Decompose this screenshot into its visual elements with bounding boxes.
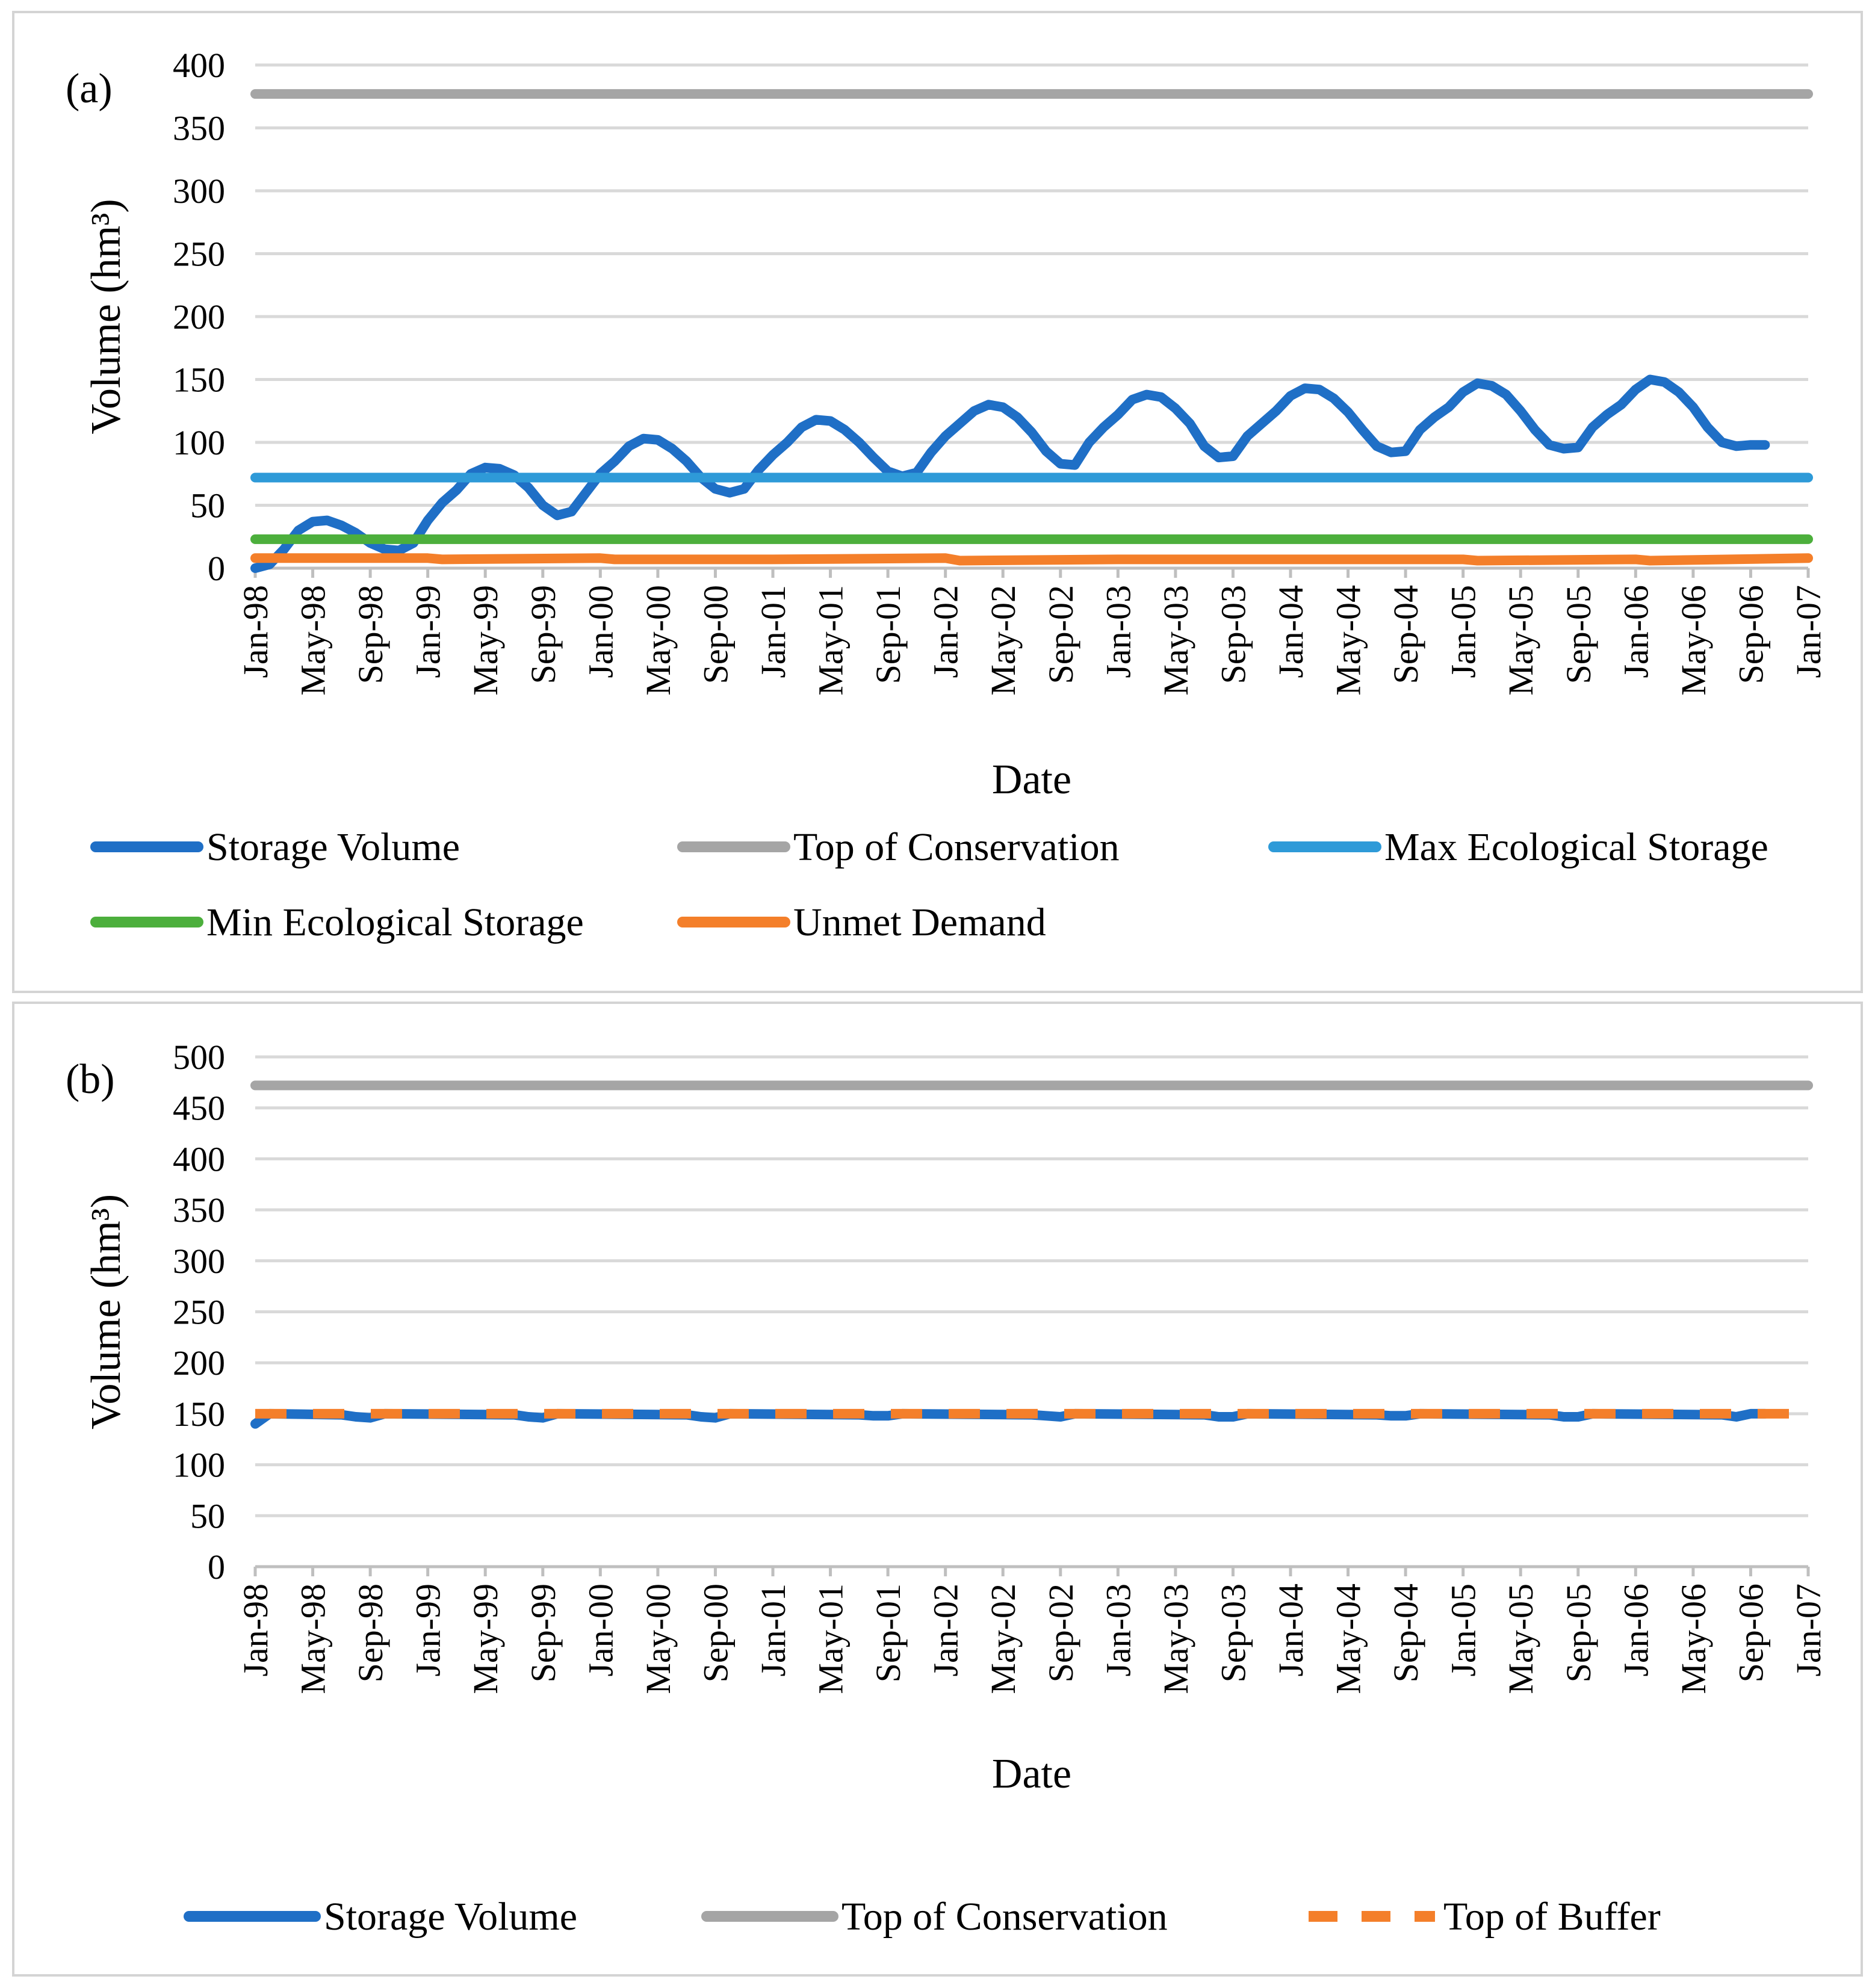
x-tick-label: Sep-02 xyxy=(1041,1584,1080,1682)
y-tick-label: 300 xyxy=(173,1242,225,1281)
y-tick-label: 250 xyxy=(173,235,225,274)
x-tick-label: May-00 xyxy=(639,1584,678,1694)
x-tick-label: Jan-06 xyxy=(1616,1584,1655,1677)
y-tick-label: 200 xyxy=(173,297,225,336)
legend-label-min-ecological-storage: Min Ecological Storage xyxy=(206,900,584,944)
y-tick-label: 100 xyxy=(173,423,225,462)
x-tick-label: Sep-01 xyxy=(869,585,908,684)
x-tick-label: May-01 xyxy=(811,585,851,696)
x-tick-label: Sep-99 xyxy=(524,585,563,684)
legend-label-storage-volume: Storage Volume xyxy=(206,825,460,869)
y-tick-label: 450 xyxy=(173,1089,225,1128)
x-tick-label: Sep-03 xyxy=(1213,1584,1253,1682)
x-tick-label: May-00 xyxy=(639,585,678,696)
x-tick-label: May-03 xyxy=(1156,585,1195,696)
x-tick-label: Sep-05 xyxy=(1559,1584,1598,1682)
series-line-unmet-demand xyxy=(250,553,1813,566)
y-tick-label: 350 xyxy=(173,1191,225,1230)
x-tick-label: Jan-02 xyxy=(926,1584,965,1677)
x-tick-label: Jan-04 xyxy=(1271,1584,1310,1677)
x-tick-label: Jan-01 xyxy=(754,585,793,678)
x-tick-label: Jan-06 xyxy=(1616,585,1655,678)
x-tick-label: Jan-99 xyxy=(409,585,448,678)
y-axis-title: Volume (hm³) xyxy=(83,1194,129,1429)
x-tick-label: Sep-03 xyxy=(1213,585,1253,684)
x-tick-label: Sep-04 xyxy=(1386,1584,1425,1682)
x-tick-label: Jan-99 xyxy=(409,1584,448,1677)
legend-label-storage-volume: Storage Volume xyxy=(324,1895,577,1939)
x-tick-label: Sep-00 xyxy=(696,1584,735,1682)
y-tick-label: 50 xyxy=(190,486,225,525)
y-tick-label: 500 xyxy=(173,1038,225,1077)
x-tick-label: Jan-07 xyxy=(1789,585,1828,678)
x-axis-title: Date xyxy=(992,1751,1071,1797)
x-tick-label: May-03 xyxy=(1156,1584,1195,1694)
x-tick-label: Jan-05 xyxy=(1444,1584,1483,1677)
x-tick-label: May-04 xyxy=(1329,1584,1368,1694)
y-tick-label: 150 xyxy=(173,361,225,400)
y-tick-label: 300 xyxy=(173,172,225,211)
x-tick-label: May-01 xyxy=(811,1584,851,1694)
x-tick-label: May-98 xyxy=(294,1584,333,1694)
y-tick-label: 200 xyxy=(173,1343,225,1383)
x-tick-label: Jan-00 xyxy=(581,1584,620,1677)
x-tick-label: May-04 xyxy=(1329,585,1368,696)
x-tick-label: Sep-06 xyxy=(1731,1584,1770,1682)
legend-label-top-of-buffer: Top of Buffer xyxy=(1443,1895,1661,1939)
x-tick-label: Jan-04 xyxy=(1271,585,1310,678)
legend-label-unmet-demand: Unmet Demand xyxy=(793,900,1046,944)
y-tick-label: 400 xyxy=(173,46,225,85)
x-tick-label: May-06 xyxy=(1674,1584,1713,1694)
x-tick-label: Jan-02 xyxy=(926,585,965,678)
chart-panel-b: 0 50 100 150 200 250 300 350 400 450 500 Jan-98 May-… xyxy=(12,1002,1863,1977)
y-tick-label: 0 xyxy=(208,1547,225,1587)
x-tick-label: Jan-03 xyxy=(1099,1584,1138,1677)
x-axis-title: Date xyxy=(992,757,1071,803)
y-tick-label: 350 xyxy=(173,109,225,148)
x-tick-label: May-05 xyxy=(1501,1584,1540,1694)
x-tick-label: Sep-02 xyxy=(1041,585,1080,684)
x-tick-label: May-02 xyxy=(984,1584,1023,1694)
y-tick-label: 250 xyxy=(173,1293,225,1332)
x-tick-label: Sep-04 xyxy=(1386,585,1425,684)
x-tick-label: May-98 xyxy=(294,585,333,696)
panel-label: (b) xyxy=(66,1056,115,1103)
y-tick-label: 100 xyxy=(173,1446,225,1485)
x-tick-label: Sep-98 xyxy=(351,1584,390,1682)
x-tick-label: Jan-05 xyxy=(1444,585,1483,678)
x-tick-label: Jan-98 xyxy=(236,585,275,678)
x-tick-label: Sep-05 xyxy=(1559,585,1598,684)
x-tick-label: Sep-99 xyxy=(524,1584,563,1682)
x-tick-label: Sep-00 xyxy=(696,585,735,684)
x-tick-label: Jan-01 xyxy=(754,1584,793,1677)
x-tick-label: May-99 xyxy=(466,1584,505,1694)
panel-label: (a) xyxy=(66,66,113,112)
x-tick-label: May-02 xyxy=(984,585,1023,696)
x-tick-label: Jan-98 xyxy=(236,1584,275,1677)
chart-panel-a: 0 50 100 150 200 250 300 350 400 Jan-98 May-98 Sep-… xyxy=(12,11,1863,993)
y-tick-label: 0 xyxy=(208,549,225,588)
series-line-storage-volume xyxy=(250,374,1770,573)
legend-label-top-of-conservation: Top of Conservation xyxy=(793,825,1120,869)
x-tick-label: May-05 xyxy=(1501,585,1540,696)
x-tick-label: May-99 xyxy=(466,585,505,696)
x-tick-label: Sep-01 xyxy=(869,1584,908,1682)
y-tick-label: 50 xyxy=(190,1496,225,1535)
x-tick-label: Sep-06 xyxy=(1731,585,1770,684)
x-tick-label: Jan-00 xyxy=(581,585,620,678)
chart-a-svg: 0 50 100 150 200 250 300 350 400 Jan-98 May-98 Sep-… xyxy=(66,46,1828,944)
y-tick-label: 400 xyxy=(173,1139,225,1178)
x-tick-label: Sep-98 xyxy=(351,585,390,684)
legend-label-top-of-conservation: Top of Conservation xyxy=(841,1895,1168,1939)
chart-b-svg: 0 50 100 150 200 250 300 350 400 450 500 Jan-98 May-… xyxy=(66,1038,1828,1939)
y-tick-label: 150 xyxy=(173,1395,225,1434)
legend-label-max-ecological-storage: Max Ecological Storage xyxy=(1384,825,1768,869)
x-tick-label: Jan-07 xyxy=(1789,1584,1828,1677)
x-tick-label: Jan-03 xyxy=(1099,585,1138,678)
x-tick-label: May-06 xyxy=(1674,585,1713,696)
y-axis-title: Volume (hm³) xyxy=(83,199,129,434)
